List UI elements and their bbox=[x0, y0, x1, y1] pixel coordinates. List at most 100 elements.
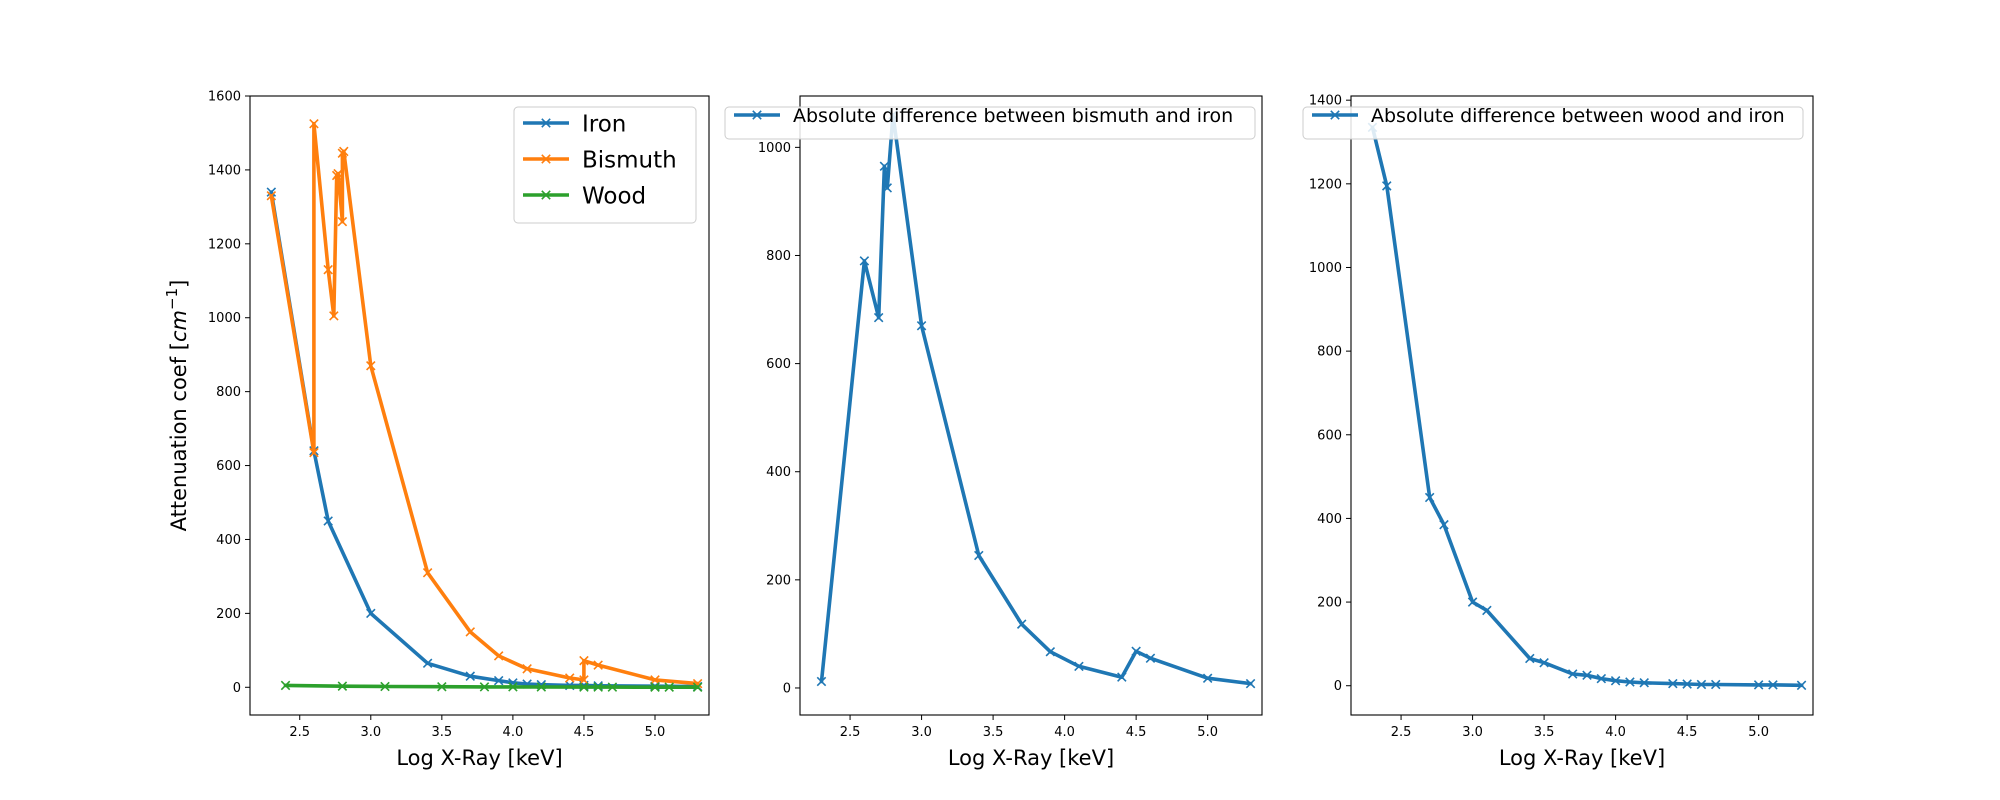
plot-area bbox=[266, 118, 703, 692]
y-tick-label: 800 bbox=[1317, 345, 1342, 360]
legend-box bbox=[1302, 106, 1804, 140]
y-tick-label: 200 bbox=[766, 573, 791, 588]
data-point bbox=[1696, 679, 1707, 690]
data-point bbox=[422, 567, 433, 578]
y-tick-label: 0 bbox=[233, 681, 241, 696]
axes-frame bbox=[249, 95, 710, 716]
legend: Absolute difference between wood and iro… bbox=[1302, 105, 1804, 140]
panel-2: 2.5 3.0 3.5 4.0 4.5 5.0 0 200 400 600 800 1000 Log X… bbox=[724, 95, 1263, 770]
data-point bbox=[1202, 673, 1213, 684]
y-tick-label: 600 bbox=[216, 459, 241, 474]
data-point bbox=[1145, 653, 1156, 664]
data-point bbox=[323, 516, 333, 526]
data-point bbox=[493, 651, 504, 661]
y-tick-label: 400 bbox=[216, 533, 241, 548]
x-tick-label: 2.5 bbox=[840, 725, 861, 740]
data-point bbox=[1610, 675, 1621, 686]
data-point bbox=[522, 664, 532, 674]
y-axis-label: Attenuation coef [cm−1] bbox=[163, 280, 191, 532]
x-tick-label: 4.5 bbox=[1677, 725, 1698, 740]
data-point bbox=[607, 682, 618, 692]
data-point bbox=[593, 682, 603, 692]
legend-label: Absolute difference between wood and iro… bbox=[1371, 105, 1785, 127]
y-tick-label: 200 bbox=[1317, 596, 1342, 611]
data-point bbox=[650, 675, 660, 685]
data-point bbox=[579, 682, 589, 692]
data-point bbox=[650, 682, 660, 692]
data-point bbox=[1539, 657, 1549, 668]
data-point bbox=[882, 183, 893, 193]
data-point bbox=[1682, 679, 1692, 689]
legend-marker bbox=[752, 110, 762, 120]
x-tick-label: 3.5 bbox=[431, 725, 452, 740]
data-point bbox=[465, 627, 476, 637]
data-point bbox=[1596, 673, 1607, 684]
data-point bbox=[579, 675, 589, 685]
data-point bbox=[564, 673, 575, 683]
data-point bbox=[465, 671, 476, 681]
data-point bbox=[1525, 653, 1535, 664]
data-point bbox=[1016, 619, 1027, 629]
data-point bbox=[280, 680, 291, 691]
data-point bbox=[579, 655, 589, 666]
y-tick-label: 1400 bbox=[208, 163, 241, 178]
y-tick-label: 200 bbox=[216, 607, 241, 622]
data-point bbox=[366, 361, 376, 371]
x-tick-label: 3.0 bbox=[1462, 725, 1483, 740]
x-tick-label: 3.0 bbox=[360, 725, 381, 740]
y-tick-label: 1000 bbox=[208, 311, 241, 326]
data-point bbox=[1668, 678, 1678, 689]
data-point bbox=[1074, 661, 1084, 672]
data-point bbox=[593, 660, 603, 670]
data-point bbox=[879, 161, 890, 172]
y-tick-label: 1600 bbox=[208, 90, 241, 105]
axes-frame bbox=[799, 95, 1263, 716]
data-point bbox=[859, 256, 870, 266]
data-point bbox=[1582, 670, 1592, 681]
y-tick-label: 1200 bbox=[208, 237, 241, 252]
legend: Iron Bismuth Wood bbox=[513, 106, 697, 224]
data-point bbox=[974, 550, 984, 561]
data-point bbox=[1381, 181, 1392, 191]
x-tick-label: 4.5 bbox=[1126, 725, 1147, 740]
x-tick-label: 5.0 bbox=[1748, 725, 1769, 740]
y-tick-label: 1000 bbox=[758, 141, 791, 156]
data-point bbox=[1117, 672, 1127, 682]
legend-marker bbox=[541, 118, 551, 128]
data-point bbox=[536, 682, 547, 692]
y-tick-label: 800 bbox=[216, 385, 241, 400]
data-point bbox=[1482, 605, 1492, 616]
data-point bbox=[329, 311, 339, 321]
data-point bbox=[323, 264, 333, 275]
x-tick-label: 4.0 bbox=[1605, 725, 1626, 740]
panel-3: 2.5 3.0 3.5 4.0 4.5 5.0 0 200 400 600 800 1000 1200 1… bbox=[1302, 94, 1814, 770]
data-point bbox=[380, 681, 390, 692]
x-tick-label: 5.0 bbox=[645, 725, 666, 740]
data-point bbox=[1768, 680, 1778, 690]
legend-marker bbox=[541, 154, 551, 164]
data-point bbox=[337, 681, 348, 691]
data-point bbox=[366, 608, 376, 619]
data-point bbox=[1131, 646, 1141, 656]
legend-marker bbox=[541, 190, 551, 200]
series-line-3 bbox=[283, 683, 700, 690]
data-point bbox=[1045, 646, 1056, 657]
data-point bbox=[339, 146, 349, 157]
data-point bbox=[916, 320, 927, 331]
y-tick-label: 1400 bbox=[1309, 94, 1342, 109]
data-point bbox=[337, 216, 348, 227]
data-point bbox=[1245, 678, 1256, 689]
data-point bbox=[508, 682, 518, 692]
x-tick-label: 4.0 bbox=[1054, 725, 1075, 740]
data-point bbox=[1567, 669, 1578, 679]
data-point bbox=[873, 312, 884, 323]
x-tick-label: 5.0 bbox=[1197, 725, 1218, 740]
axes-frame bbox=[1350, 95, 1814, 716]
legend: Absolute difference between bismuth and … bbox=[724, 105, 1256, 140]
x-tick-label: 4.5 bbox=[574, 725, 595, 740]
data-point bbox=[333, 168, 343, 179]
data-point bbox=[493, 675, 504, 686]
data-point bbox=[1625, 677, 1635, 687]
x-tick-label: 3.5 bbox=[1534, 725, 1555, 740]
